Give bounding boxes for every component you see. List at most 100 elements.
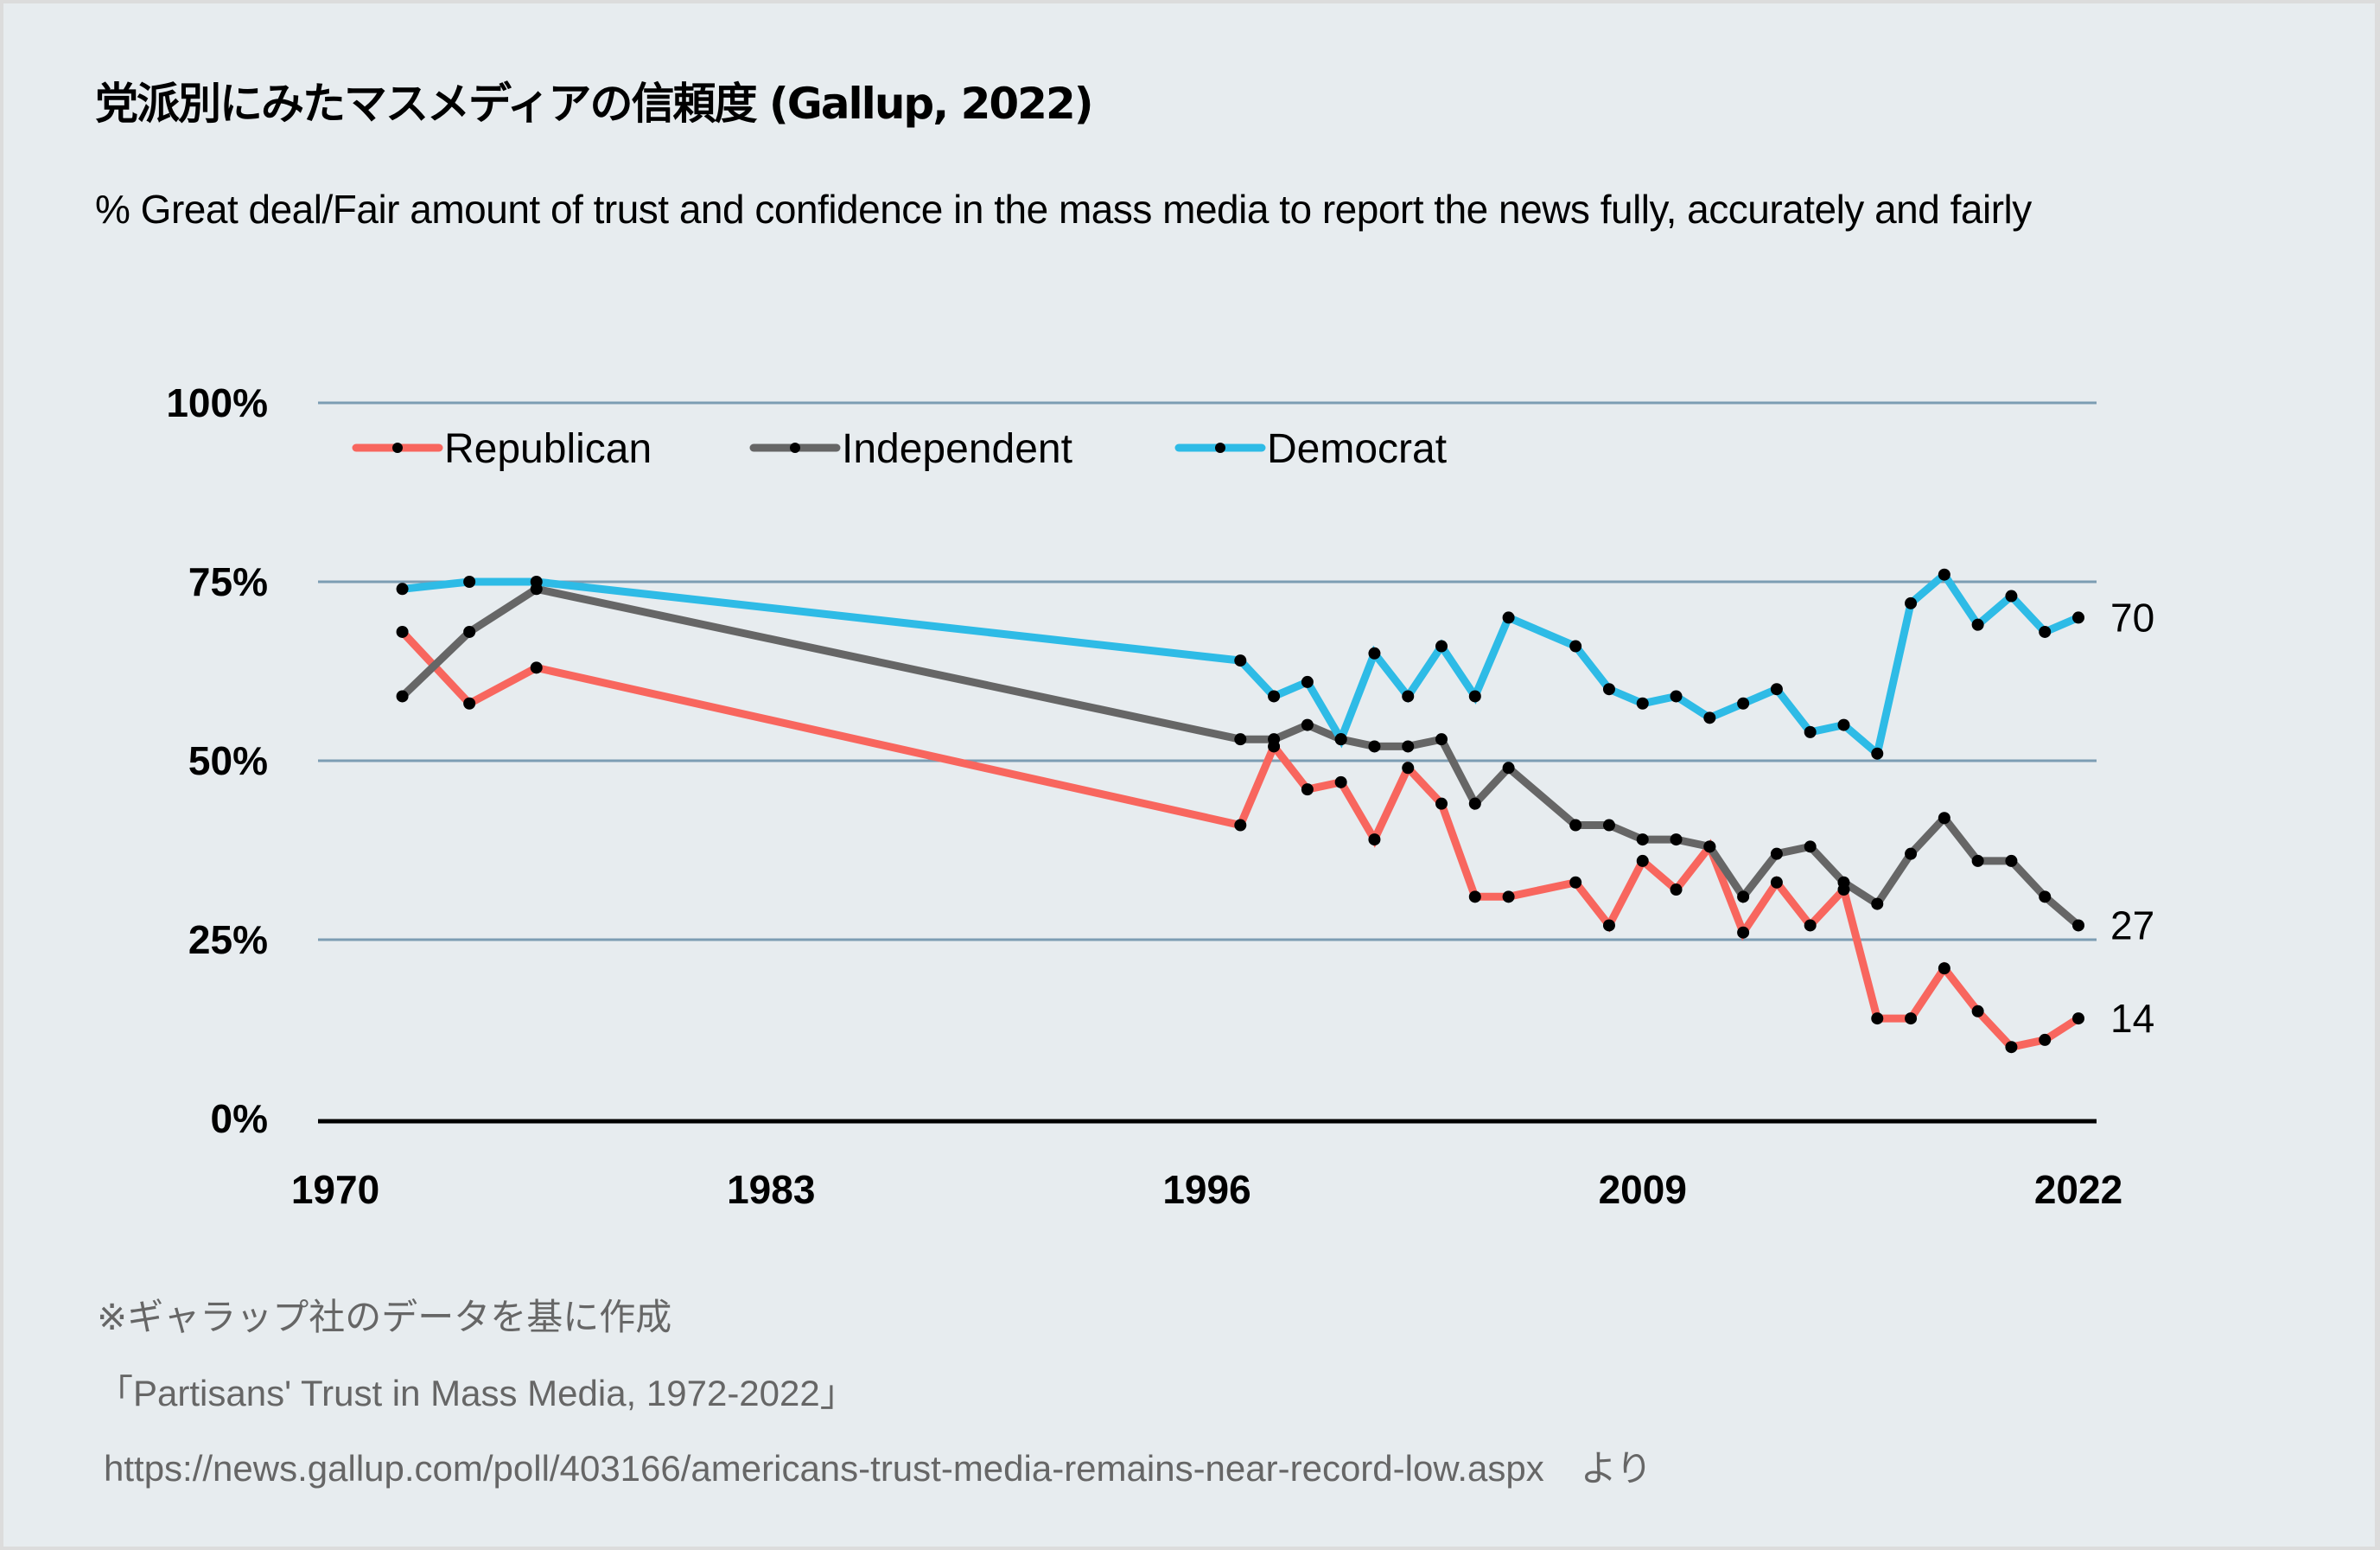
point-republican bbox=[1636, 854, 1649, 867]
point-democrat bbox=[1804, 725, 1817, 738]
point-republican bbox=[1402, 762, 1415, 775]
gridlines bbox=[318, 401, 2097, 1124]
point-democrat bbox=[1468, 690, 1481, 703]
line-democrat bbox=[402, 568, 2080, 761]
x-tick-label: 1970 bbox=[291, 1167, 379, 1212]
point-democrat bbox=[1905, 596, 1918, 609]
point-independent bbox=[1737, 890, 1750, 903]
point-independent bbox=[1905, 847, 1918, 860]
point-republican bbox=[1334, 775, 1347, 788]
point-republican bbox=[1770, 876, 1783, 889]
point-democrat bbox=[1301, 675, 1314, 688]
end-label-independent: 27 bbox=[2110, 903, 2154, 947]
point-independent bbox=[1804, 840, 1817, 853]
y-tick-label: 50% bbox=[188, 738, 268, 783]
point-republican bbox=[1234, 819, 1247, 832]
y-tick-label: 75% bbox=[188, 559, 268, 604]
point-republican bbox=[1670, 883, 1683, 896]
legend-marker-democrat bbox=[1215, 443, 1225, 453]
point-republican bbox=[1905, 1012, 1918, 1025]
line-republican bbox=[399, 628, 2081, 1052]
point-independent bbox=[1837, 876, 1850, 889]
end-labels: 14 27 70 bbox=[2110, 595, 2154, 1041]
point-republican bbox=[1971, 1005, 1984, 1017]
point-independent bbox=[1670, 833, 1683, 846]
point-independent bbox=[2039, 890, 2052, 903]
point-democrat bbox=[1569, 640, 1582, 653]
series-lines bbox=[399, 568, 2081, 1052]
point-democrat bbox=[1602, 683, 1615, 696]
footer-source-title: 「Partisans' Trust in Mass Media, 1972-20… bbox=[97, 1373, 856, 1413]
point-independent bbox=[2072, 919, 2084, 932]
point-independent bbox=[2005, 854, 2018, 867]
point-democrat bbox=[1837, 718, 1850, 731]
chart-frame bbox=[3, 3, 2375, 1547]
point-independent bbox=[1569, 819, 1582, 832]
legend-marker-republican bbox=[392, 443, 403, 453]
point-independent bbox=[1301, 718, 1314, 731]
point-independent bbox=[1871, 897, 1884, 910]
legend-label-republican: Republican bbox=[444, 426, 652, 472]
y-axis-ticks: 0% 25% 50% 75% 100% bbox=[166, 380, 268, 1141]
point-democrat bbox=[2039, 625, 2052, 638]
point-democrat bbox=[1234, 654, 1247, 667]
point-republican bbox=[1569, 876, 1582, 889]
footer-source-url: https://news.gallup.com/poll/403166/amer… bbox=[104, 1448, 1652, 1489]
line-independent bbox=[399, 584, 2081, 928]
legend: Republican Independent Democrat bbox=[352, 426, 1447, 472]
point-independent bbox=[1402, 740, 1415, 753]
point-independent bbox=[396, 690, 409, 703]
point-independent bbox=[1971, 854, 1984, 867]
point-republican bbox=[1502, 890, 1515, 903]
point-republican bbox=[1602, 919, 1615, 932]
point-republican bbox=[463, 697, 476, 710]
point-democrat bbox=[1368, 647, 1381, 660]
point-democrat bbox=[1770, 683, 1783, 696]
point-democrat bbox=[1871, 747, 1884, 760]
point-democrat bbox=[1268, 690, 1281, 703]
point-republican bbox=[530, 661, 543, 674]
point-independent bbox=[1602, 819, 1615, 832]
point-republican bbox=[2072, 1012, 2084, 1025]
point-democrat bbox=[1670, 690, 1683, 703]
chart-title: 党派別にみたマスメディアの信頼度 (Gallup, 2022) bbox=[95, 79, 1094, 129]
point-independent bbox=[1502, 762, 1515, 775]
point-democrat bbox=[1971, 618, 1984, 631]
point-democrat bbox=[1502, 611, 1515, 624]
y-tick-label: 0% bbox=[211, 1096, 268, 1141]
point-democrat bbox=[1334, 733, 1347, 746]
x-axis-ticks: 1970 1983 1996 2009 2022 bbox=[291, 1167, 2122, 1212]
legend-marker-independent bbox=[790, 443, 800, 453]
point-democrat bbox=[1703, 711, 1716, 724]
y-tick-label: 25% bbox=[188, 917, 268, 962]
point-republican bbox=[1368, 833, 1381, 846]
x-tick-label: 1996 bbox=[1162, 1167, 1250, 1212]
point-democrat bbox=[396, 583, 409, 596]
x-tick-label: 2022 bbox=[2034, 1167, 2122, 1212]
point-independent bbox=[1268, 733, 1281, 746]
point-independent bbox=[1703, 840, 1716, 853]
end-label-democrat: 70 bbox=[2110, 595, 2154, 640]
legend-label-democrat: Democrat bbox=[1267, 426, 1447, 472]
point-independent bbox=[463, 625, 476, 638]
point-republican bbox=[2005, 1041, 2018, 1054]
chart-subtitle: % Great deal/Fair amount of trust and co… bbox=[95, 187, 2032, 232]
end-label-republican: 14 bbox=[2110, 996, 2154, 1041]
footer-note: ※ギャラップ社のデータを基に作成 bbox=[97, 1297, 672, 1337]
point-republican bbox=[396, 625, 409, 638]
point-republican bbox=[1938, 962, 1950, 975]
point-republican bbox=[1871, 1012, 1884, 1025]
point-republican bbox=[1737, 926, 1750, 939]
point-republican bbox=[1435, 797, 1448, 810]
point-independent bbox=[1938, 812, 1950, 825]
point-republican bbox=[2039, 1033, 2052, 1046]
legend-label-independent: Independent bbox=[842, 426, 1072, 472]
y-tick-label: 100% bbox=[166, 380, 268, 425]
point-democrat bbox=[530, 576, 543, 588]
point-democrat bbox=[463, 576, 476, 588]
point-republican bbox=[1301, 783, 1314, 796]
point-democrat bbox=[2072, 611, 2084, 624]
point-independent bbox=[1468, 797, 1481, 810]
x-tick-label: 1983 bbox=[727, 1167, 815, 1212]
